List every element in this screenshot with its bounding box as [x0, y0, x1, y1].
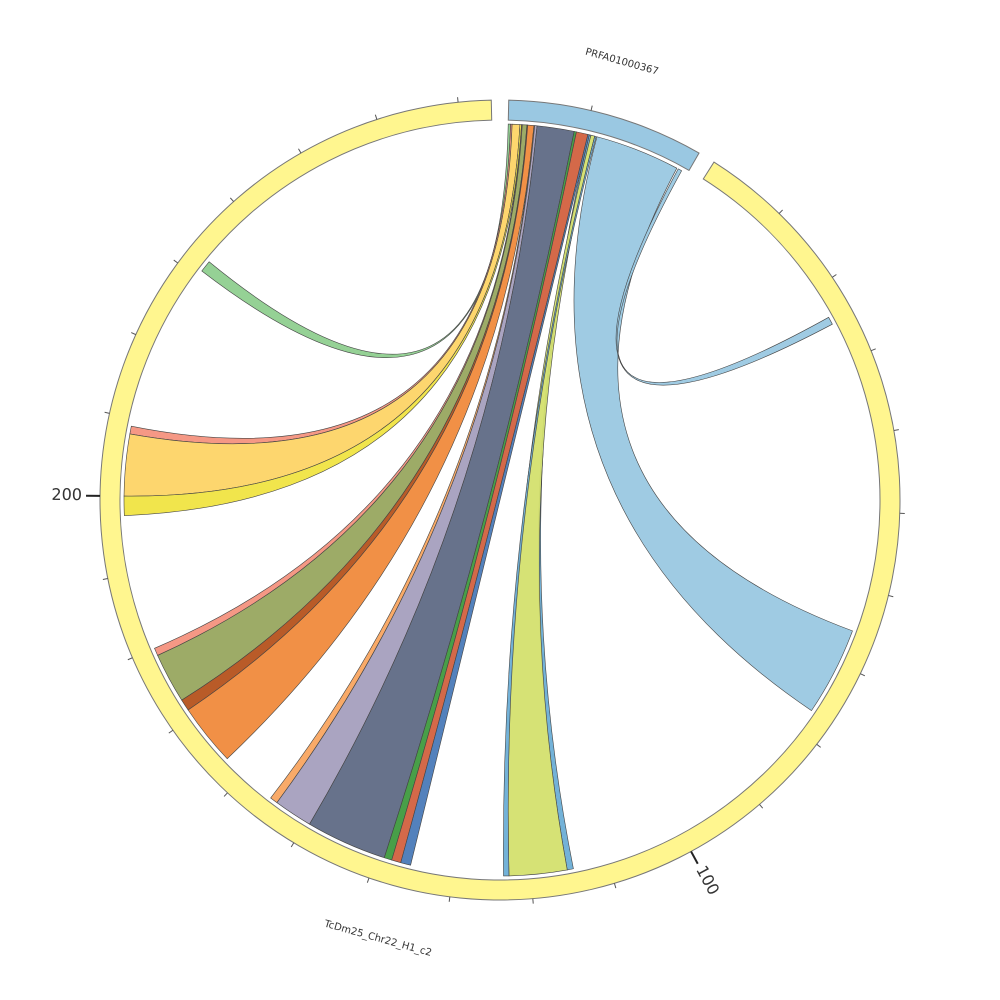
major-tick — [690, 850, 699, 865]
minor-tick — [759, 804, 764, 809]
minor-tick — [173, 259, 179, 264]
minor-tick — [127, 657, 133, 661]
ribbon — [615, 168, 833, 386]
minor-tick — [298, 148, 302, 154]
minor-tick — [366, 877, 370, 883]
minor-tick — [374, 114, 378, 120]
chromosome-segment — [507, 99, 700, 172]
tick-label: 200 — [51, 485, 82, 504]
ribbon — [507, 134, 596, 877]
minor-tick — [590, 105, 593, 111]
minor-tick — [290, 842, 295, 848]
minor-tick — [613, 883, 617, 889]
minor-tick — [168, 729, 174, 734]
ribbon — [503, 135, 597, 877]
chromosome-label: PRFA01000367 — [584, 47, 660, 78]
minor-tick — [448, 896, 451, 902]
minor-tick — [816, 743, 821, 748]
ribbon — [400, 134, 590, 866]
minor-tick — [102, 578, 108, 580]
minor-tick — [104, 411, 110, 414]
minor-tick — [131, 332, 136, 336]
ribbon — [573, 136, 853, 712]
minor-tick — [457, 97, 459, 103]
minor-tick — [778, 209, 783, 214]
minor-tick — [223, 792, 228, 797]
minor-tick — [893, 429, 899, 431]
chromosome-segment — [99, 99, 901, 901]
minor-tick — [831, 274, 837, 278]
ribbon — [201, 123, 511, 358]
minor-tick — [229, 197, 235, 202]
chromosome-label: TcDm25_Chr22_H1_c2 — [322, 918, 433, 959]
ribbon — [123, 124, 522, 516]
tick-label: 100 — [692, 862, 723, 898]
ribbon — [187, 124, 535, 760]
minor-tick — [888, 595, 894, 598]
minor-tick — [860, 673, 866, 677]
minor-tick — [870, 348, 876, 352]
